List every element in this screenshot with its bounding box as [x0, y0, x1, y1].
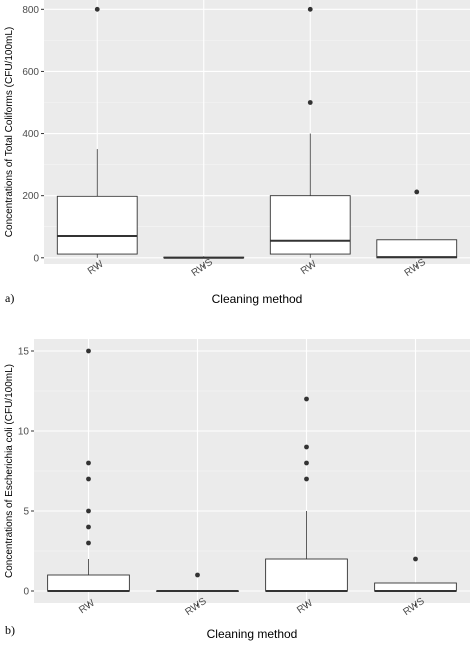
outlier-point: [304, 444, 309, 450]
panel-label: a): [5, 291, 14, 305]
y-tick-label: 0: [23, 587, 29, 598]
outlier-point: [304, 476, 309, 482]
outlier-point: [413, 556, 418, 562]
box-body: [376, 239, 458, 259]
y-tick-label: 200: [22, 191, 39, 202]
box-rws-2: [156, 572, 239, 592]
box-rws-4: [376, 189, 458, 259]
outlier-point: [86, 508, 91, 514]
outlier-point: [304, 396, 309, 402]
outlier-point: [86, 524, 91, 530]
box-rw-1: [56, 6, 138, 258]
y-tick-label: 0: [33, 253, 39, 264]
box-rws-4: [374, 556, 457, 592]
outlier-point: [195, 572, 200, 578]
y-tick-label: 600: [22, 67, 39, 78]
outlier-point: [86, 476, 91, 482]
x-axis-title: Cleaning method: [207, 627, 298, 641]
box-rws-2: [163, 256, 245, 259]
y-tick-label: 10: [18, 427, 30, 438]
y-tick-label: 400: [22, 129, 39, 140]
y-tick-label: 15: [18, 347, 30, 358]
y-axis-title: Concentrations of Escherichia coli (CFU/…: [4, 364, 15, 578]
box-rw-1: [47, 348, 130, 592]
x-axis-title: Cleaning method: [212, 292, 303, 306]
outlier-point: [304, 460, 309, 466]
box-body: [47, 574, 130, 592]
outlier-point: [94, 6, 100, 12]
outlier-point: [86, 348, 91, 354]
outlier-point: [414, 189, 420, 195]
y-tick-label: 800: [22, 5, 39, 16]
outlier-point: [86, 460, 91, 466]
panel-label: b): [5, 623, 15, 637]
y-tick-label: 5: [23, 507, 29, 518]
y-axis-title: Concentrations of Total Coliforms (CFU/1…: [4, 27, 15, 237]
box-body: [56, 195, 138, 255]
box-body: [265, 558, 348, 592]
box-rw-3: [265, 396, 348, 592]
box-body: [269, 195, 351, 255]
outlier-point: [86, 540, 91, 546]
box-body: [374, 582, 457, 592]
outlier-point: [307, 100, 313, 105]
outlier-point: [307, 6, 313, 12]
box-rw-3: [269, 6, 351, 258]
